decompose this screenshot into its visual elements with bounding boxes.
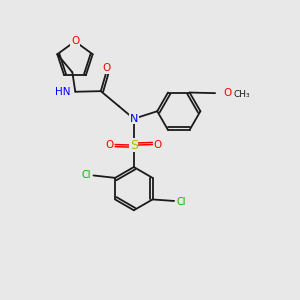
Text: O: O (71, 36, 79, 46)
Text: Cl: Cl (81, 170, 91, 180)
Text: O: O (224, 88, 232, 98)
Text: O: O (154, 140, 162, 150)
Text: O: O (106, 140, 114, 150)
Text: S: S (130, 139, 138, 152)
Text: O: O (102, 63, 110, 73)
Text: CH₃: CH₃ (234, 90, 250, 99)
Text: Cl: Cl (177, 196, 186, 207)
Text: HN: HN (55, 87, 71, 97)
Text: N: N (130, 114, 138, 124)
